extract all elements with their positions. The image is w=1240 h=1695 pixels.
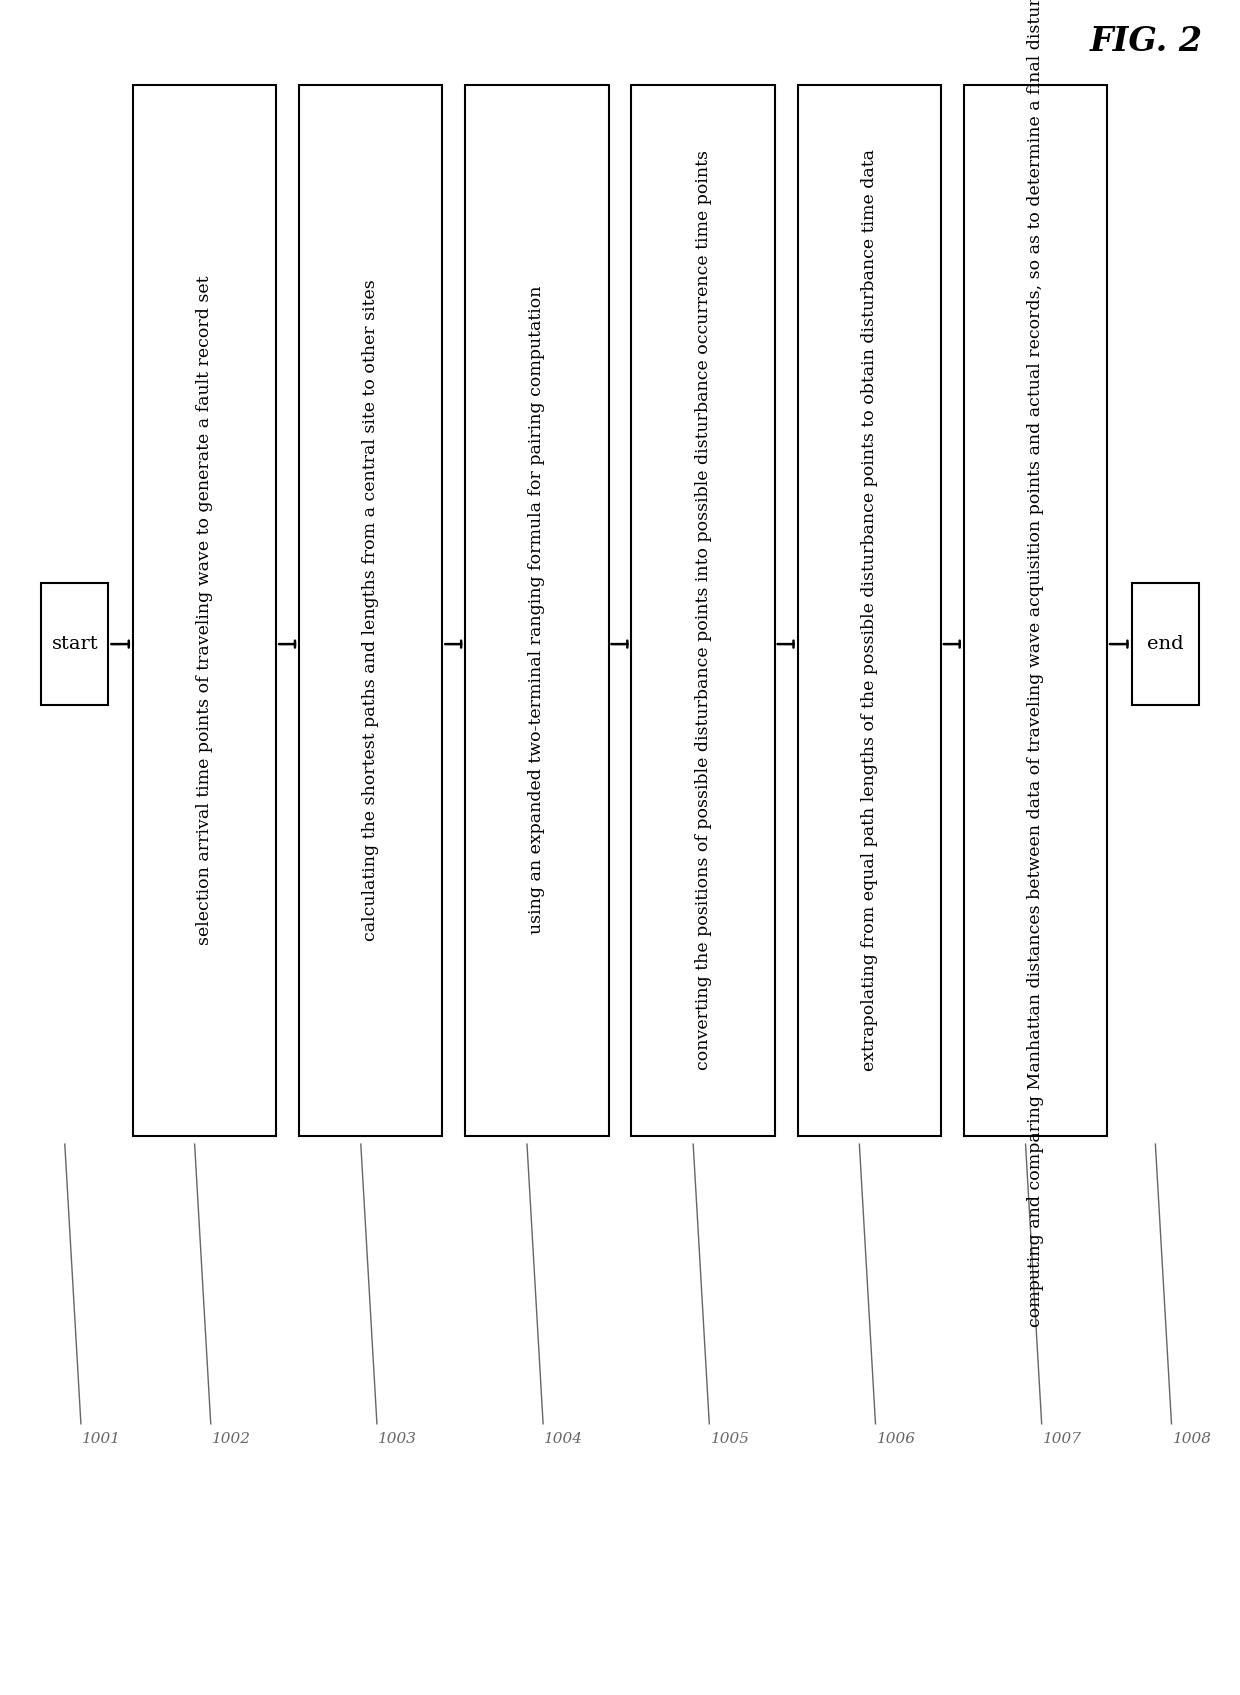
Text: 1005: 1005 (711, 1432, 749, 1446)
Text: 1003: 1003 (378, 1432, 417, 1446)
Text: end: end (1147, 636, 1184, 653)
Text: start: start (51, 636, 98, 653)
Text: extrapolating from equal path lengths of the possible disturbance points to obta: extrapolating from equal path lengths of… (861, 149, 878, 1071)
Text: 1008: 1008 (1173, 1432, 1211, 1446)
Text: converting the positions of possible disturbance points into possible disturbanc: converting the positions of possible dis… (694, 151, 712, 1070)
Text: 1004: 1004 (544, 1432, 583, 1446)
Bar (299, 85, 443, 1136)
Text: FIG. 2: FIG. 2 (1090, 25, 1203, 58)
Text: 1002: 1002 (212, 1432, 250, 1446)
Bar (963, 85, 1107, 1136)
Text: calculating the shortest paths and lengths from a central site to other sites: calculating the shortest paths and lengt… (362, 280, 379, 941)
Text: 1001: 1001 (82, 1432, 122, 1446)
Text: selection arrival time points of traveling wave to generate a fault record set: selection arrival time points of traveli… (196, 276, 213, 944)
Bar (133, 85, 277, 1136)
Text: using an expanded two-terminal ranging formula for pairing computation: using an expanded two-terminal ranging f… (528, 286, 546, 934)
Bar (465, 85, 609, 1136)
Text: 1006: 1006 (877, 1432, 915, 1446)
Text: 1007: 1007 (1043, 1432, 1083, 1446)
Bar (631, 85, 775, 1136)
Bar (797, 85, 941, 1136)
Bar (1132, 583, 1199, 705)
Text: computing and comparing Manhattan distances between data of traveling wave acqui: computing and comparing Manhattan distan… (1027, 0, 1044, 1327)
Bar (41, 583, 108, 705)
